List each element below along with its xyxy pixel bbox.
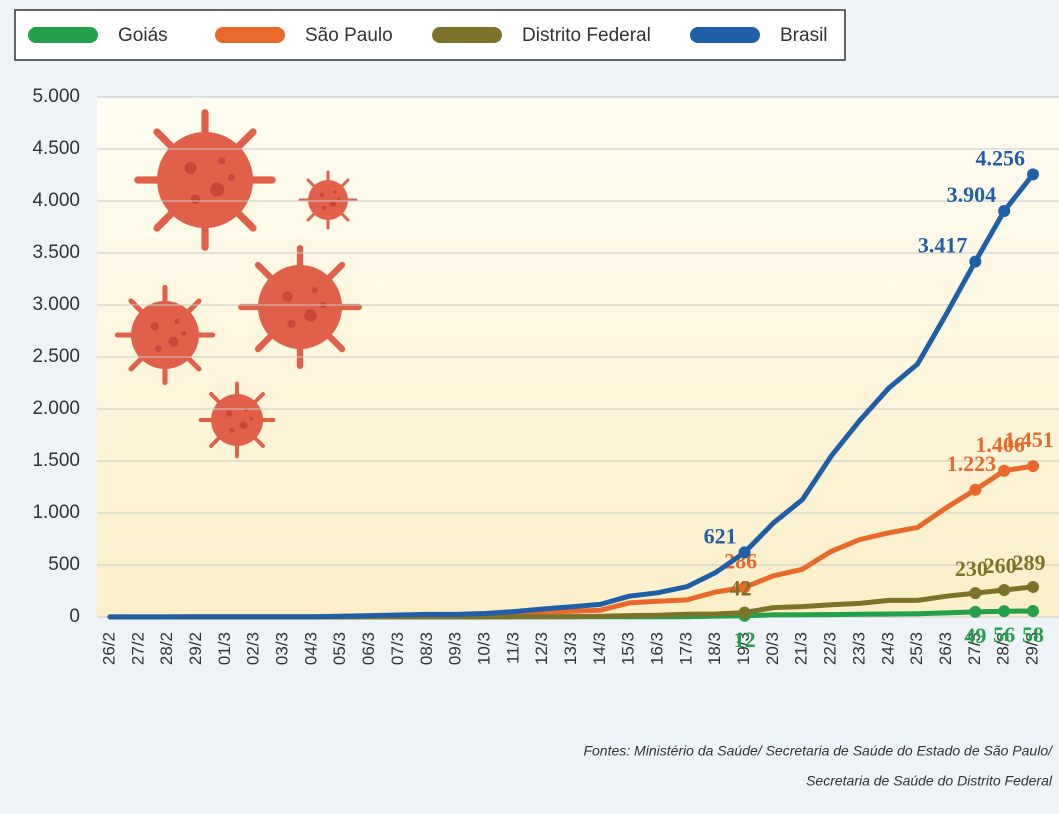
grid: 0 500 1.000 1.500 2.000 2.500 3.000 3.500 4.000 4…: [32, 86, 1059, 665]
point: [969, 605, 982, 618]
x-tick-label: 27/2: [128, 632, 147, 665]
point: [998, 204, 1011, 217]
value-label: 1.451: [1004, 427, 1054, 452]
x-tick-label: 06/3: [359, 632, 378, 665]
value-label: 42: [730, 576, 752, 601]
value-label: 12: [734, 627, 756, 652]
value-label: 3.417: [918, 233, 968, 258]
legend-swatch: [690, 27, 760, 43]
x-tick-label: 08/3: [417, 632, 436, 665]
x-tick-label: 27/3: [965, 632, 984, 665]
legend-label: São Paulo: [305, 25, 393, 46]
lines: 12 49 56 582861.2231.4061.45142230260289621…: [107, 145, 1054, 652]
point: [1027, 604, 1039, 617]
value-label: 58: [1022, 622, 1044, 647]
x-tick-label: 26/2: [99, 632, 118, 665]
y-tick-label: 1.000: [32, 502, 80, 523]
x-tick-label: 28/2: [157, 632, 176, 665]
legend-swatch: [28, 27, 98, 43]
x-tick-label: 22/3: [821, 632, 840, 665]
value-label: 4.256: [976, 145, 1026, 170]
x-tick-label: 15/3: [619, 632, 638, 665]
value-label: 260: [984, 553, 1017, 578]
point: [998, 583, 1011, 596]
point: [969, 483, 982, 496]
x-tick-label: 02/3: [244, 632, 263, 665]
y-tick-label: 2.000: [32, 398, 80, 419]
point: [738, 581, 751, 594]
point: [1027, 580, 1039, 593]
legend-swatch: [432, 27, 502, 43]
value-label: 49: [964, 623, 986, 648]
y-tick-label: 3.500: [32, 242, 80, 263]
value-label: 3.904: [947, 182, 997, 207]
x-tick-label: 21/3: [792, 632, 811, 665]
x-tick-label: 14/3: [590, 632, 609, 665]
y-tick-label: 2.500: [32, 346, 80, 367]
y-tick-label: 5.000: [32, 86, 80, 107]
source: Secretaria de Saúde do Distrito Federal: [806, 773, 1053, 789]
x-tick-label: 13/3: [561, 632, 580, 665]
x-tick-label: 12/3: [532, 632, 551, 665]
x-tick-label: 19/3: [734, 632, 753, 665]
legend-label: Goiás: [118, 25, 168, 46]
value-label: 1.223: [947, 451, 997, 476]
x-tick-label: 29/2: [186, 632, 205, 665]
y-tick-label: 500: [48, 554, 80, 575]
value-label: 56: [993, 622, 1015, 647]
legend-swatch: [215, 27, 285, 43]
point: [998, 464, 1011, 477]
y-tick-label: 0: [69, 606, 80, 627]
value-label: 621: [704, 523, 737, 548]
x-tick-label: 03/3: [273, 632, 292, 665]
value-label: 230: [955, 556, 988, 581]
point: [969, 255, 982, 268]
y-tick-label: 4.500: [32, 138, 80, 159]
legend-label: Brasil: [780, 25, 828, 46]
value-label: 1.406: [975, 432, 1025, 457]
x-tick-label: 01/3: [215, 632, 234, 665]
y-tick-label: 3.000: [32, 294, 80, 315]
x-tick-label: 09/3: [446, 632, 465, 665]
y-tick-label: 4.000: [32, 190, 80, 211]
x-tick-label: 04/3: [301, 632, 320, 665]
point: [969, 587, 982, 600]
value-label: 289: [1013, 550, 1046, 575]
x-tick-label: 17/3: [676, 632, 695, 665]
x-tick-label: 28/3: [994, 632, 1013, 665]
legend-label: Distrito Federal: [522, 25, 651, 46]
x-tick-label: 11/3: [503, 632, 522, 664]
x-tick-label: 18/3: [705, 632, 724, 665]
line: [107, 171, 1036, 620]
x-tick-label: 26/3: [936, 632, 955, 665]
source: Fontes: Ministério da Saúde/ Secretaria …: [583, 743, 1054, 759]
point: [738, 606, 751, 619]
point: [738, 546, 751, 559]
x-tick-label: 07/3: [388, 632, 407, 665]
x-tick-label: 16/3: [648, 632, 667, 665]
point: [1027, 168, 1039, 181]
x-tick-label: 24/3: [878, 632, 897, 665]
x-tick-label: 20/3: [763, 632, 782, 665]
x-tick-label: 05/3: [330, 632, 349, 665]
x-tick-label: 25/3: [907, 632, 926, 665]
x-tick-label: 29/3: [1022, 632, 1041, 665]
y-tick-label: 1.500: [32, 450, 80, 471]
x-tick-label: 10/3: [474, 632, 493, 665]
point: [1027, 460, 1039, 473]
legend: Goiás São Paulo Distrito Federal Brasil: [28, 25, 828, 46]
point: [998, 605, 1011, 618]
x-tick-label: 23/3: [849, 632, 868, 665]
